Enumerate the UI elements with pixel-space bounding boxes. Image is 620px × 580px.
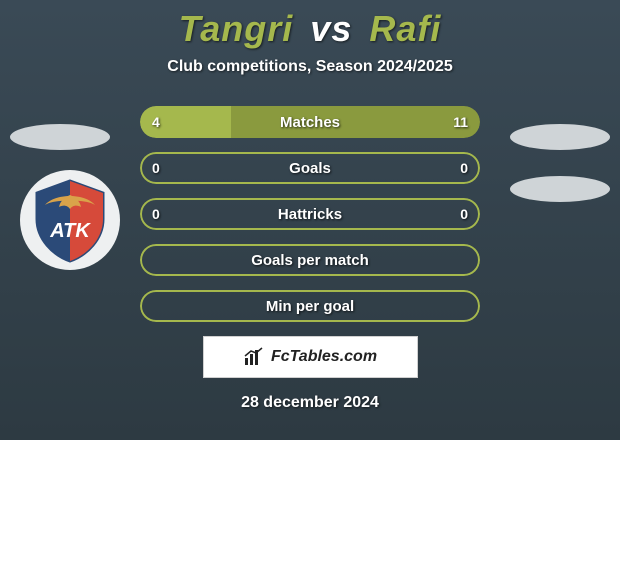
player1-club-badge: ATK	[20, 170, 120, 270]
ellipse-shape	[10, 124, 110, 150]
attribution-text: FcTables.com	[271, 348, 377, 366]
stat-row: Matches4 11	[140, 106, 480, 138]
ellipse-shape	[510, 124, 610, 150]
stat-label: Matches	[140, 106, 480, 138]
stat-row: Goals per match	[140, 244, 480, 276]
stat-row: Hattricks0 0	[140, 198, 480, 230]
player2-card-placeholder-2	[510, 176, 610, 202]
title-vs: vs	[310, 8, 352, 49]
subtitle: Club competitions, Season 2024/2025	[0, 58, 620, 76]
player1-card-placeholder	[10, 124, 110, 150]
stat-label: Goals	[140, 152, 480, 184]
club-badge-icon: ATK	[25, 175, 115, 265]
stat-label: Goals per match	[140, 244, 480, 276]
bar-chart-icon	[243, 346, 265, 368]
stat-value-right: 0	[448, 152, 480, 184]
stat-row: Goals0 0	[140, 152, 480, 184]
stat-label: Hattricks	[140, 198, 480, 230]
container: Tangri vs Rafi Club competitions, Season…	[0, 0, 620, 580]
stat-value-left: 0	[140, 152, 172, 184]
stat-rows: Matches411Goals00Hattricks00Goals per ma…	[140, 106, 480, 322]
player2-card-placeholder-1	[510, 124, 610, 150]
date-label: 28 december 2024	[0, 394, 620, 412]
title-player2: Rafi	[369, 8, 441, 49]
stat-value-left: 0	[140, 198, 172, 230]
attribution-badge: FcTables.com	[203, 336, 418, 378]
stat-value-right: 0	[448, 198, 480, 230]
page-title: Tangri vs Rafi	[0, 0, 620, 50]
svg-text:ATK: ATK	[49, 220, 91, 242]
stat-value-left: 4	[140, 106, 172, 138]
title-player1: Tangri	[179, 8, 294, 49]
ellipse-shape	[510, 176, 610, 202]
stat-label: Min per goal	[140, 290, 480, 322]
stat-row: Min per goal	[140, 290, 480, 322]
stat-value-right: 11	[441, 106, 480, 138]
